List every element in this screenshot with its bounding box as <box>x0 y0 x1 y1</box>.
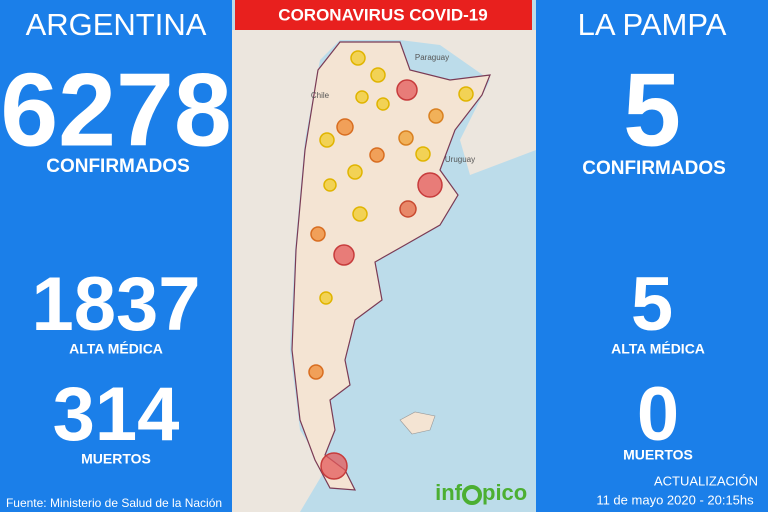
region-title: LA PAMPA <box>578 7 727 42</box>
deaths-label: MUERTOS <box>81 451 151 467</box>
bubble <box>319 291 333 305</box>
recovered-label: ALTA MÉDICA <box>69 341 163 357</box>
recovered-value: 5 <box>631 262 673 347</box>
islands <box>399 411 436 435</box>
bubble <box>415 146 431 162</box>
update-label: ACTUALIZACIÓN <box>654 473 758 488</box>
source: Fuente: Ministerio de Salud de la Nación <box>6 496 222 510</box>
bubble <box>376 97 390 111</box>
confirmed-label: CONFIRMADOS <box>46 156 190 177</box>
bubble <box>399 200 417 218</box>
region-title: ARGENTINA <box>26 7 207 42</box>
argentina <box>291 41 491 491</box>
bubble <box>458 86 474 102</box>
logo-text: inf <box>435 480 463 505</box>
confirmed-value: 5 <box>623 52 681 168</box>
bubble <box>319 132 335 148</box>
bubble <box>350 50 366 66</box>
neighbor-land <box>232 30 536 512</box>
update-time: 11 de mayo 2020 - 20:15hs <box>596 492 754 507</box>
right-panel <box>536 0 768 512</box>
logo: inf pico <box>435 480 527 505</box>
banner <box>235 0 532 30</box>
deaths-label: MUERTOS <box>623 447 693 463</box>
deaths-value: 314 <box>53 372 180 457</box>
bubble <box>320 452 348 480</box>
recovered-value: 1837 <box>31 262 200 347</box>
bubble <box>417 172 443 198</box>
bubble <box>370 67 386 83</box>
left-panel <box>0 0 232 512</box>
map-label: Chile <box>311 91 330 100</box>
bubble <box>398 130 414 146</box>
confirmed-label: CONFIRMADOS <box>582 158 726 179</box>
logo-text: pico <box>482 480 527 505</box>
confirmed-value: 6278 <box>0 52 231 168</box>
map-label: Uruguay <box>445 155 475 164</box>
bubble <box>308 364 324 380</box>
bubble <box>310 226 326 242</box>
logo-icon <box>462 485 482 505</box>
map: Paraguay Chile Uruguay <box>232 0 536 512</box>
bubble <box>428 108 444 124</box>
bubble <box>333 244 355 266</box>
bubble <box>355 90 369 104</box>
deaths-value: 0 <box>637 372 679 457</box>
bubble <box>396 79 418 101</box>
bubble <box>323 178 337 192</box>
case-bubbles <box>308 50 474 480</box>
bubble <box>352 206 368 222</box>
map-label: Paraguay <box>415 53 449 62</box>
banner-title: CORONAVIRUS COVID-19 <box>278 5 487 24</box>
bubble <box>369 147 385 163</box>
bubble <box>347 164 363 180</box>
bubble <box>336 118 354 136</box>
recovered-label: ALTA MÉDICA <box>611 341 705 357</box>
